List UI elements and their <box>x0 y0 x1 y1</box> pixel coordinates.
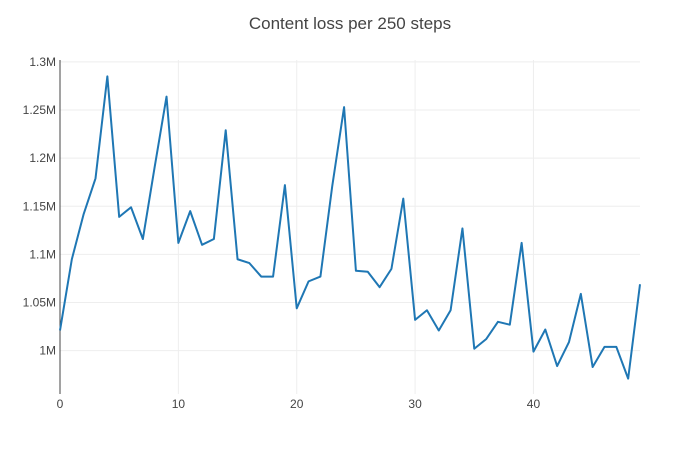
series-line <box>60 76 640 378</box>
series-layer <box>60 76 640 378</box>
y-tick-label: 1.3M <box>29 55 56 69</box>
y-tick-label: 1.15M <box>23 199 56 213</box>
x-tick-label: 0 <box>57 397 64 411</box>
y-tick-label: 1.05M <box>23 296 56 310</box>
x-tick-label: 10 <box>172 397 186 411</box>
x-tick-label: 40 <box>527 397 541 411</box>
y-tick-label: 1.2M <box>29 151 56 165</box>
y-tick-label: 1.25M <box>23 103 56 117</box>
y-tick-label: 1.1M <box>29 247 56 261</box>
x-tick-label: 30 <box>408 397 422 411</box>
grid <box>60 60 640 394</box>
chart-title: Content loss per 250 steps <box>249 14 451 33</box>
y-tick-label: 1M <box>39 344 56 358</box>
x-tick-label: 20 <box>290 397 304 411</box>
